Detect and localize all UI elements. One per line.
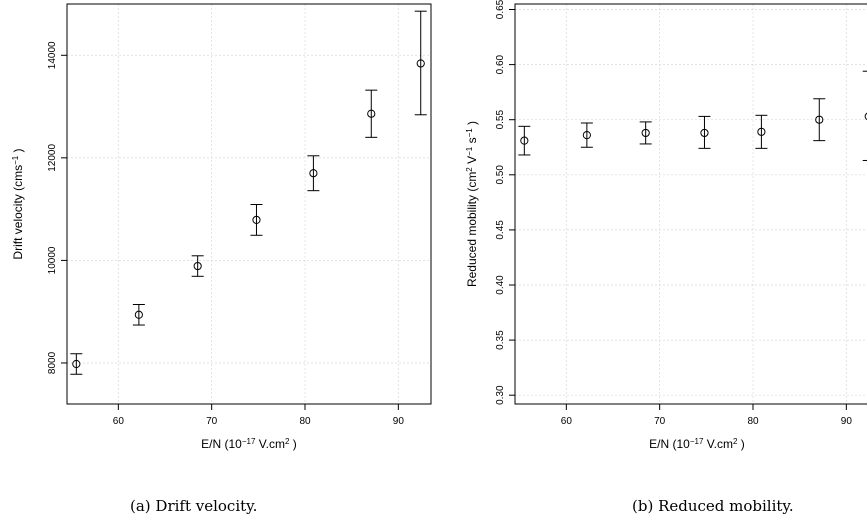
data-point	[700, 128, 709, 138]
data-point	[72, 359, 81, 369]
y-tick-label: 0.35	[495, 330, 506, 350]
x-tick-label: 90	[393, 416, 405, 427]
y-tick-label: 0.40	[495, 275, 506, 295]
x-axis-title-unit-exponent: 2	[285, 437, 290, 446]
y-axis-title: Drift velocity (cms−1 )	[11, 148, 26, 259]
y-tick-label: 0.45	[495, 220, 506, 240]
reduced-mobility-chart: 60 70 80 90 0.30 0.35 0.40 0.45 0.50 0.55 0.60 0.65…	[465, 0, 867, 452]
data-point	[367, 109, 376, 118]
reduced-mobility-panel: 60 70 80 90 0.30 0.35 0.40 0.45 0.50 0.55 0.60 0.65…	[440, 0, 867, 525]
y-tick-label: 8000	[47, 351, 58, 374]
y-tick-label: 12000	[47, 144, 58, 172]
y-tick-label: 0.55	[495, 110, 506, 130]
y-tick-label: 10000	[47, 246, 58, 274]
y-tick-label: 0.60	[495, 54, 506, 74]
y-tick-label: 0.50	[495, 165, 506, 185]
y-axis-title-exponent: 2	[465, 167, 474, 172]
x-axis-title-main: E/N (10	[201, 437, 242, 451]
plot-frame	[66, 3, 432, 405]
data-point	[520, 136, 529, 145]
y-axis-title: Reduced mobility (cm2 V−1 s−1 )	[465, 121, 480, 287]
y-axis-title-close: )	[11, 148, 25, 155]
x-tick-label: 60	[561, 416, 573, 427]
y-axis-title-unit: V	[465, 156, 479, 167]
x-tick-label: 70	[654, 416, 666, 427]
y-axis-title-exponent: −1	[11, 155, 20, 165]
reduced-mobility-caption: (b) Reduced mobility.	[632, 497, 794, 515]
x-tick-label: 80	[747, 416, 759, 427]
data-point	[416, 59, 425, 68]
data-point	[582, 131, 591, 140]
data-point	[252, 215, 261, 224]
x-axis-title-close: )	[289, 437, 296, 451]
x-tick-label: 60	[113, 416, 125, 427]
data-point	[309, 169, 318, 178]
data-point	[641, 128, 650, 138]
y-tick-label: 0.65	[495, 0, 506, 19]
drift-velocity-chart: 60 70 80 90 8000 10000 12000 14000 E/N (10−17 V.…	[11, 3, 432, 452]
data-point	[864, 112, 867, 121]
data-point	[815, 115, 824, 124]
x-axis-title-exponent: −17	[242, 437, 256, 446]
y-axis-title-main: Drift velocity (cms	[11, 165, 25, 260]
x-tick-label: 90	[841, 416, 853, 427]
y-axis-title-main: Reduced mobility (cm	[465, 172, 479, 287]
x-axis-title-main: E/N (10	[649, 437, 690, 451]
x-axis-title-unit: V.cm	[703, 437, 733, 451]
data-point	[757, 127, 766, 136]
drift-velocity-panel: 60 70 80 90 8000 10000 12000 14000 E/N (10−17 V.…	[11, 3, 432, 515]
x-axis-title-close: )	[737, 437, 744, 451]
data-point	[193, 261, 202, 271]
drift-velocity-caption: (a) Drift velocity.	[130, 497, 258, 515]
y-axis-title-exponent: −1	[465, 146, 474, 156]
x-tick-label: 70	[206, 416, 218, 427]
data-point	[134, 310, 143, 319]
y-tick-label: 0.30	[495, 385, 506, 405]
x-axis-title-exponent: −17	[690, 437, 704, 446]
y-tick-label: 14000	[47, 41, 58, 69]
x-axis-title-unit: V.cm	[255, 437, 285, 451]
y-axis-title-unit: s	[465, 137, 479, 146]
x-axis-title: E/N (10−17 V.cm2 )	[201, 437, 297, 452]
y-axis-title-exponent: −1	[465, 128, 474, 138]
x-axis-title: E/N (10−17 V.cm2 )	[649, 437, 745, 452]
y-axis-title-close: )	[465, 121, 479, 128]
plot-frame	[514, 3, 867, 405]
x-axis-title-unit-exponent: 2	[733, 437, 738, 446]
x-tick-label: 80	[299, 416, 311, 427]
